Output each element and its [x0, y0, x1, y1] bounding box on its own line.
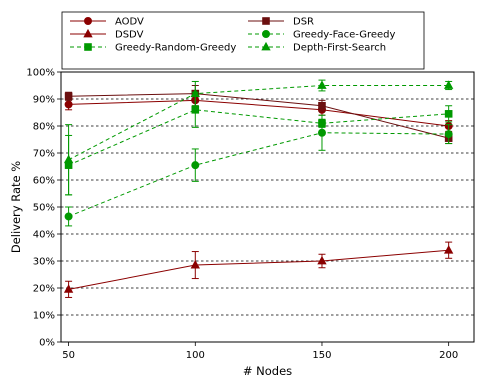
grid-lines — [61, 98, 474, 316]
series-layer — [63, 79, 454, 298]
y-tick-label: 100% — [26, 68, 55, 79]
legend-item: DSR — [248, 17, 314, 28]
legend-frame — [61, 11, 425, 70]
y-axis-title: Delivery Rate % — [9, 161, 23, 253]
y-tick-label: 90% — [33, 95, 55, 106]
data-point — [190, 259, 200, 269]
series-greedy-random-greedy — [64, 91, 453, 196]
legend-item: Depth-First-Search — [248, 41, 386, 54]
legend-marker — [262, 17, 270, 25]
legend-item: Greedy-Face-Greedy — [248, 30, 396, 41]
y-tick-label: 30% — [33, 257, 55, 268]
data-point — [443, 245, 454, 254]
data-point — [318, 101, 326, 110]
legend-item: Greedy-Random-Greedy — [70, 43, 236, 54]
x-tick-label: 150 — [312, 350, 331, 361]
y-tick-label: 80% — [33, 122, 55, 133]
data-point — [64, 212, 73, 221]
data-point — [318, 119, 326, 128]
legend-label: Greedy-Random-Greedy — [115, 43, 236, 54]
x-axis-title: # Nodes — [243, 364, 292, 378]
data-point — [317, 255, 327, 265]
legend-item: AODV — [70, 17, 144, 28]
series-dsdv — [63, 241, 454, 298]
data-point — [64, 92, 73, 101]
y-tick-label: 40% — [33, 230, 55, 241]
series-depth-first-search — [63, 79, 454, 196]
legend: AODV DSR DSDV Greedy-Face-Greedy Greedy-Rand… — [61, 11, 425, 70]
data-point — [191, 161, 200, 170]
series-line — [68, 249, 449, 290]
legend-label: DSR — [293, 17, 314, 28]
data-point — [444, 110, 453, 118]
legend-marker — [261, 29, 270, 38]
legend-marker — [261, 41, 271, 51]
legend-marker — [84, 43, 92, 51]
series-line — [68, 132, 449, 217]
data-point — [64, 100, 73, 109]
data-point — [63, 154, 74, 164]
data-point — [190, 88, 200, 97]
series-greedy-face-greedy — [64, 114, 453, 227]
axes: 0% 10% 20% 30% 40% 50% 60% 70% 80% 90% 100% 50 100 15… — [26, 68, 458, 362]
data-point — [317, 128, 326, 137]
y-tick-label: 10% — [33, 311, 55, 322]
y-tick-label: 0% — [39, 338, 55, 349]
x-tick-label: 100 — [186, 350, 205, 361]
series-line — [68, 85, 449, 161]
y-tick-label: 20% — [33, 284, 55, 295]
y-tick-label: 70% — [33, 149, 55, 160]
x-tick-label: 50 — [62, 350, 75, 361]
data-point — [63, 284, 74, 293]
data-point — [191, 106, 200, 114]
legend-marker — [83, 28, 93, 38]
data-point — [443, 80, 454, 89]
data-point — [317, 80, 327, 89]
legend-label: Depth-First-Search — [293, 43, 386, 54]
series-line — [68, 99, 449, 127]
series-line — [68, 109, 449, 166]
y-tick-label: 50% — [33, 203, 55, 214]
legend-label: DSDV — [115, 30, 144, 41]
legend-label: AODV — [115, 17, 144, 28]
legend-items: AODV DSR DSDV Greedy-Face-Greedy Greedy-Rand… — [70, 17, 396, 54]
legend-marker — [84, 16, 93, 25]
legend-item: DSDV — [70, 28, 144, 41]
legend-label: Greedy-Face-Greedy — [293, 30, 396, 41]
y-tick-label: 60% — [33, 176, 55, 187]
series-line — [68, 93, 449, 139]
series-dsr — [64, 85, 453, 145]
data-point — [444, 130, 453, 139]
x-tick-label: 200 — [439, 350, 458, 361]
